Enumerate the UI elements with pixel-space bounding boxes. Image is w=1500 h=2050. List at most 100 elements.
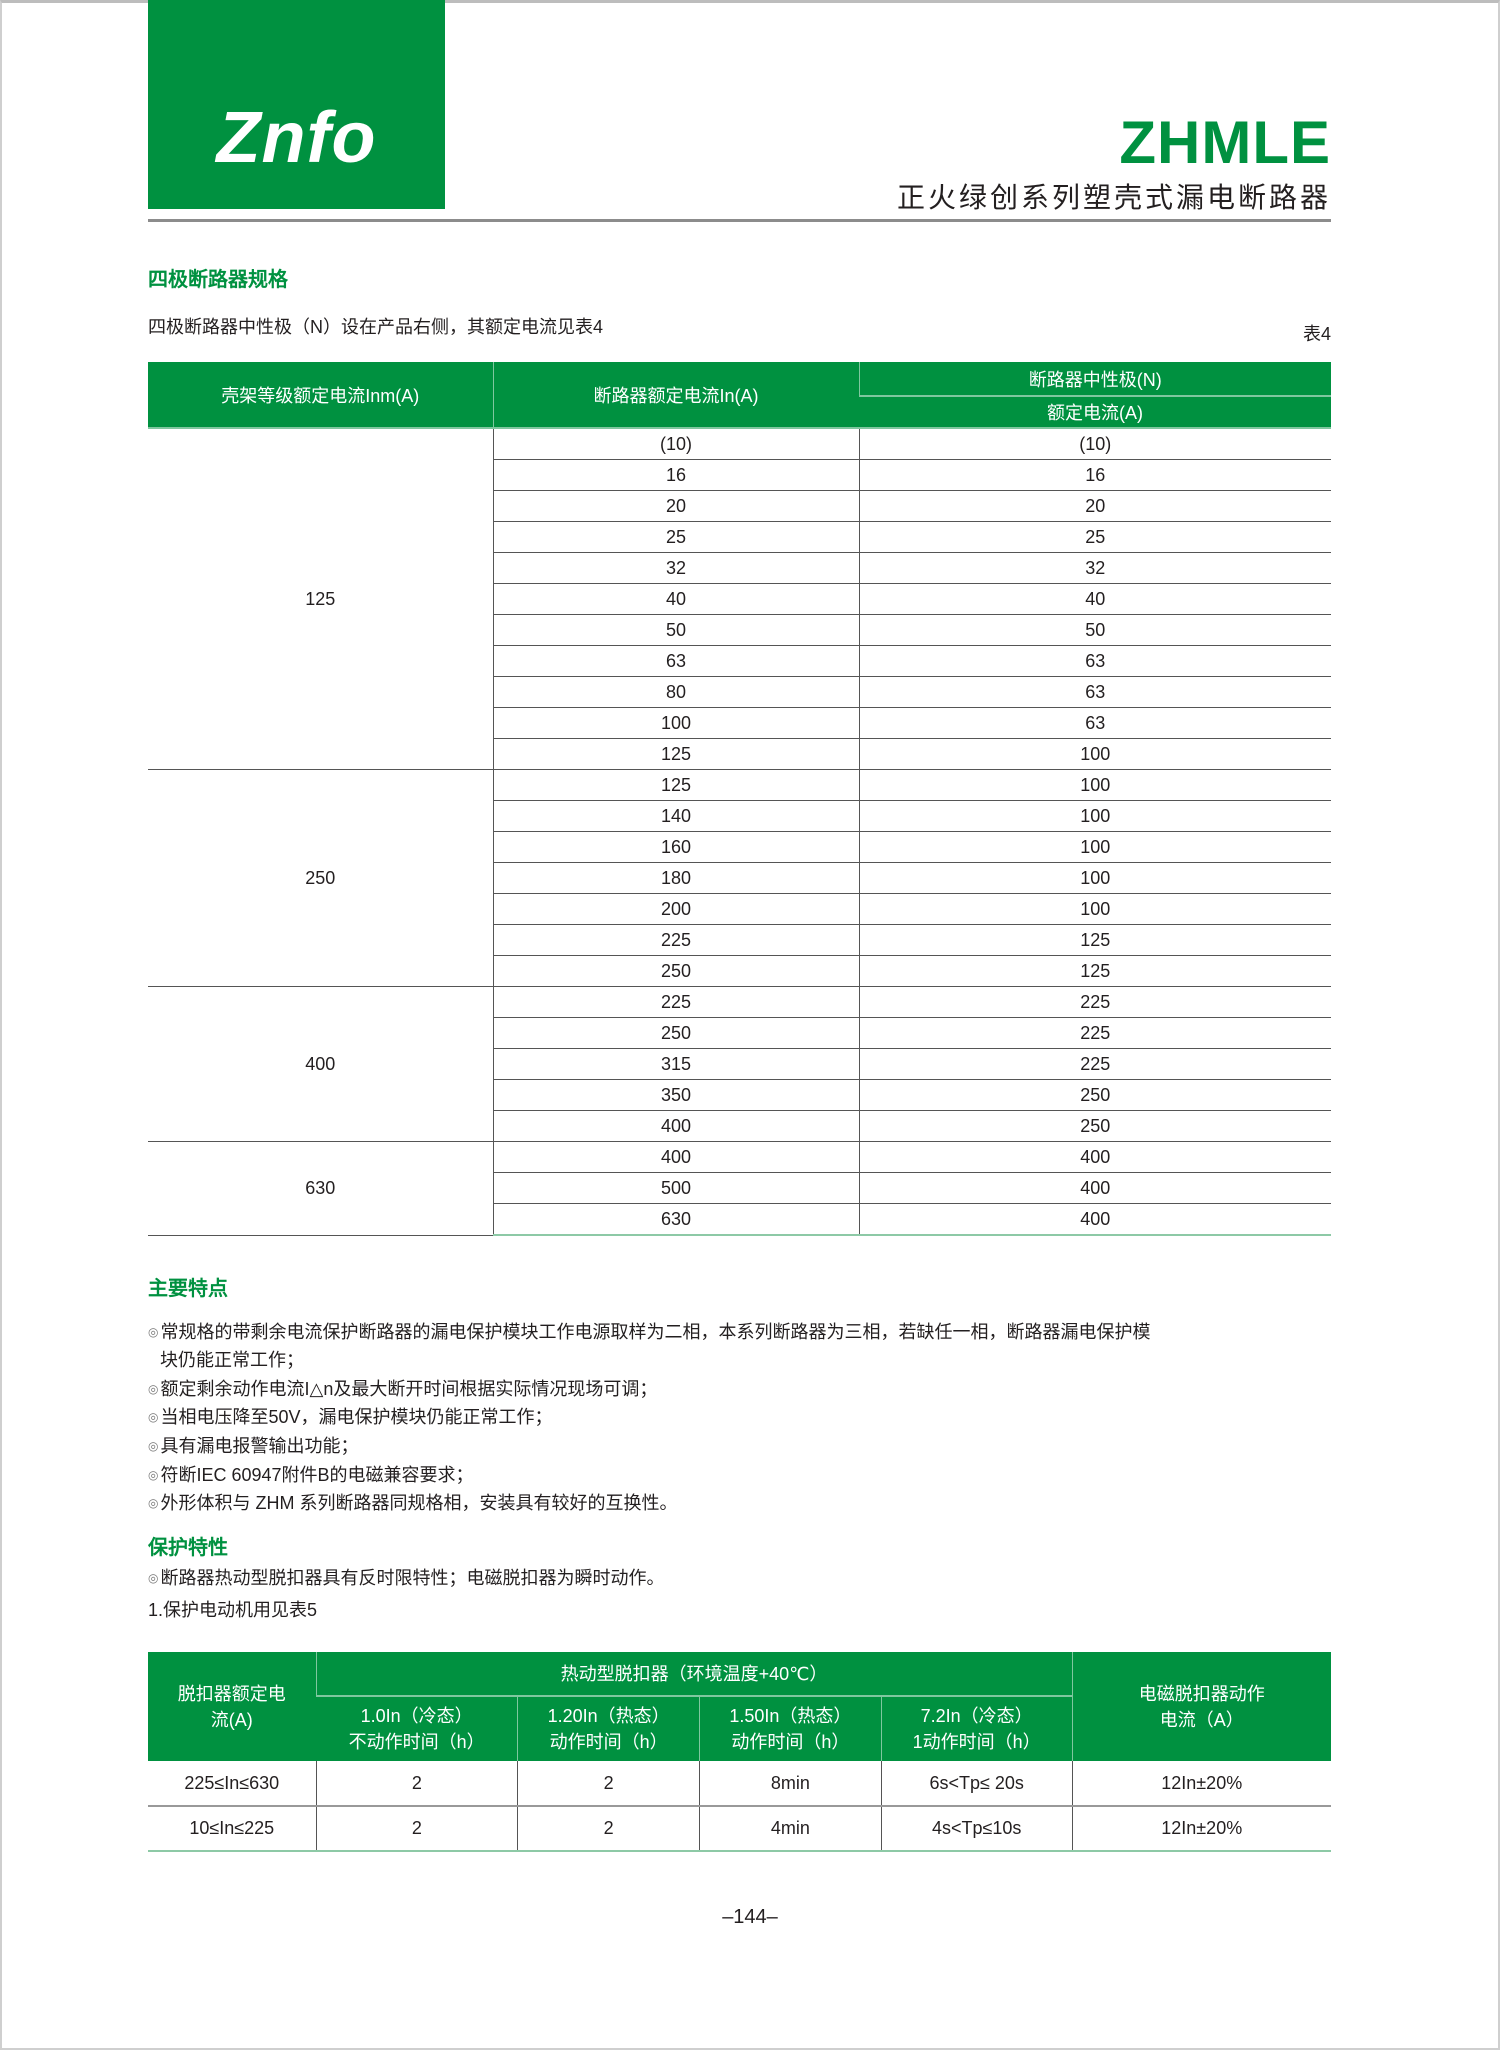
table-row: 200 100	[148, 893, 1331, 925]
neutral-current-cell: 32	[858, 552, 1331, 584]
rated-current-cell: 630	[492, 1203, 859, 1236]
feature-text: 块仍能正常工作；	[160, 1350, 304, 1370]
table-row: 630 400	[148, 1203, 1331, 1236]
frame-rating-cell: 125	[148, 428, 493, 770]
neutral-current-cell: 100	[858, 831, 1331, 863]
sub-header-line1: 1.0In（冷态）	[360, 1706, 473, 1726]
feature-text: 具有漏电报警输出功能；	[160, 1436, 359, 1456]
sub-header-line1: 7.2In（冷态）	[920, 1706, 1033, 1726]
feature-text: 外形体积与 ZHM 系列断路器同规格相，安装具有较好的互换性。	[160, 1493, 678, 1513]
table-5-protection: 脱扣器额定电流(A) 热动型脱扣器（环境温度+40℃） 电磁脱扣器动作电流（A）…	[148, 1652, 1331, 1852]
neutral-current-cell: 225	[858, 1017, 1331, 1049]
rated-current-cell: 50	[492, 614, 859, 646]
table-cell: 225≤In≤630	[148, 1761, 316, 1807]
neutral-current-cell: 250	[858, 1079, 1331, 1111]
neutral-current-cell: 50	[858, 614, 1331, 646]
specs-intro: 四极断路器中性极（N）设在产品右侧，其额定电流见表4	[148, 317, 604, 337]
rated-current-cell: 315	[492, 1048, 859, 1080]
table-row: 80 63	[148, 676, 1331, 708]
neutral-current-cell: 125	[858, 924, 1331, 956]
table-cell: 2	[315, 1761, 518, 1807]
rated-current-cell: 180	[492, 862, 859, 894]
bullet-icon: ◎	[148, 1496, 159, 1510]
neutral-current-cell: 25	[858, 521, 1331, 553]
table-cell: 2	[517, 1761, 700, 1807]
table-cell: 4s<Tp≤10s	[880, 1806, 1072, 1852]
table-row: 20 20	[148, 490, 1331, 522]
protection-table-ref: 1.保护电动机用见表5	[148, 1600, 318, 1620]
sub-header-line2: 1动作时间（h）	[912, 1732, 1041, 1752]
neutral-current-cell: 100	[858, 893, 1331, 925]
rated-current-cell: 25	[492, 521, 859, 553]
rated-current-cell: (10)	[492, 428, 859, 460]
table-4-pole-specs: 壳架等级额定电流Inm(A) 断路器额定电流In(A) 断路器中性极(N) 额定…	[148, 362, 1331, 1236]
table-cell: 8min	[699, 1761, 882, 1807]
bullet-icon: ◎	[148, 1468, 159, 1482]
table-row: 125 (10) (10)	[148, 428, 1331, 770]
table-cell: 4min	[699, 1806, 882, 1852]
neutral-current-cell: 63	[858, 676, 1331, 708]
sub-header-line1: 1.50In（热态）	[729, 1706, 852, 1726]
section-title-protection: 保护特性	[148, 1537, 228, 1559]
feature-text: 常规格的带剩余电流保护断路器的漏电保护模块工作电源取样为二相，本系列断路器为三相…	[160, 1322, 1151, 1342]
frame-rating-cell: 250	[148, 769, 493, 987]
neutral-current-cell: 400	[858, 1172, 1331, 1204]
col-header-thermal-sub: 1.50In（热态） 动作时间（h）	[699, 1696, 882, 1761]
logo-text: Znfo	[216, 98, 377, 178]
table-row: 225 125	[148, 924, 1331, 956]
neutral-current-cell: 400	[858, 1141, 1331, 1173]
sub-header-line2: 动作时间（h）	[549, 1732, 668, 1752]
rated-current-cell: 16	[492, 459, 859, 491]
rated-current-cell: 32	[492, 552, 859, 584]
col-header-rated: 脱扣器额定电流(A)	[148, 1652, 316, 1761]
bullet-icon: ◎	[148, 1439, 159, 1453]
protection-line: ◎ 断路器热动型脱扣器具有反时限特性；电磁脱扣器为瞬时动作。	[148, 1568, 665, 1588]
col-header-magnetic: 电磁脱扣器动作电流（A）	[1071, 1652, 1331, 1761]
rated-current-cell: 80	[492, 676, 859, 708]
rated-current-cell: 100	[492, 707, 859, 739]
feature-text: 符断IEC 60947附件B的电磁兼容要求；	[160, 1465, 474, 1485]
col-header-thermal-sub: 1.0In（冷态） 不动作时间（h）	[316, 1696, 518, 1761]
table-cell: 6s<Tp≤ 20s	[880, 1761, 1072, 1807]
feature-item: ◎ 具有漏电报警输出功能；	[148, 1432, 358, 1460]
neutral-current-cell: 16	[858, 459, 1331, 491]
table-row: 50 50	[148, 614, 1331, 646]
table-row: 16 16	[148, 459, 1331, 491]
table-row: 250 225	[148, 1017, 1331, 1049]
rated-current-cell: 350	[492, 1079, 859, 1111]
neutral-current-cell: 100	[858, 800, 1331, 832]
feature-item: ◎ 符断IEC 60947附件B的电磁兼容要求；	[148, 1461, 474, 1489]
sub-header-line2: 不动作时间（h）	[348, 1732, 485, 1752]
table-cell: 2	[517, 1806, 700, 1852]
neutral-current-cell: 100	[858, 738, 1331, 770]
table-row: 10≤In≤225 2 2 4min 4s<Tp≤10s 12In±20%	[148, 1806, 1331, 1852]
table-row: 100 63	[148, 707, 1331, 739]
neutral-current-cell: 63	[858, 645, 1331, 677]
rated-current-cell: 40	[492, 583, 859, 615]
neutral-current-cell: 225	[858, 986, 1331, 1018]
table-row: 500 400	[148, 1172, 1331, 1204]
rated-current-cell: 200	[492, 893, 859, 925]
rated-current-cell: 225	[492, 924, 859, 956]
table-row: 140 100	[148, 800, 1331, 832]
table-row: 225≤In≤630 2 2 8min 6s<Tp≤ 20s 12In±20%	[148, 1761, 1331, 1807]
feature-item: ◎ 当相电压降至50V，漏电保护模块仍能正常工作；	[148, 1403, 553, 1431]
table-row: 250 125 100	[148, 769, 1331, 987]
neutral-current-cell: (10)	[858, 428, 1331, 460]
col-header-neutral: 断路器中性极(N)	[858, 362, 1331, 397]
bullet-icon: ◎	[148, 1410, 159, 1424]
table-cell: 2	[315, 1806, 518, 1852]
table-row: 315 225	[148, 1048, 1331, 1080]
feature-item: ◎ 额定剩余动作电流I△n及最大断开时间根据实际情况现场可调；	[148, 1375, 657, 1403]
rated-current-cell: 125	[492, 769, 859, 801]
col-header-in: 断路器额定电流In(A)	[492, 362, 859, 429]
feature-text: 当相电压降至50V，漏电保护模块仍能正常工作；	[160, 1407, 553, 1427]
page-number: –144–	[722, 1906, 778, 1928]
rated-current-cell: 160	[492, 831, 859, 863]
table-cell: 12In±20%	[1071, 1761, 1331, 1807]
table-row: 32 32	[148, 552, 1331, 584]
header-divider	[148, 219, 1331, 222]
feature-item: ◎ 常规格的带剩余电流保护断路器的漏电保护模块工作电源取样为二相，本系列断路器为三…	[148, 1318, 1150, 1346]
rated-current-cell: 225	[492, 986, 859, 1018]
section-title-features: 主要特点	[148, 1278, 228, 1300]
